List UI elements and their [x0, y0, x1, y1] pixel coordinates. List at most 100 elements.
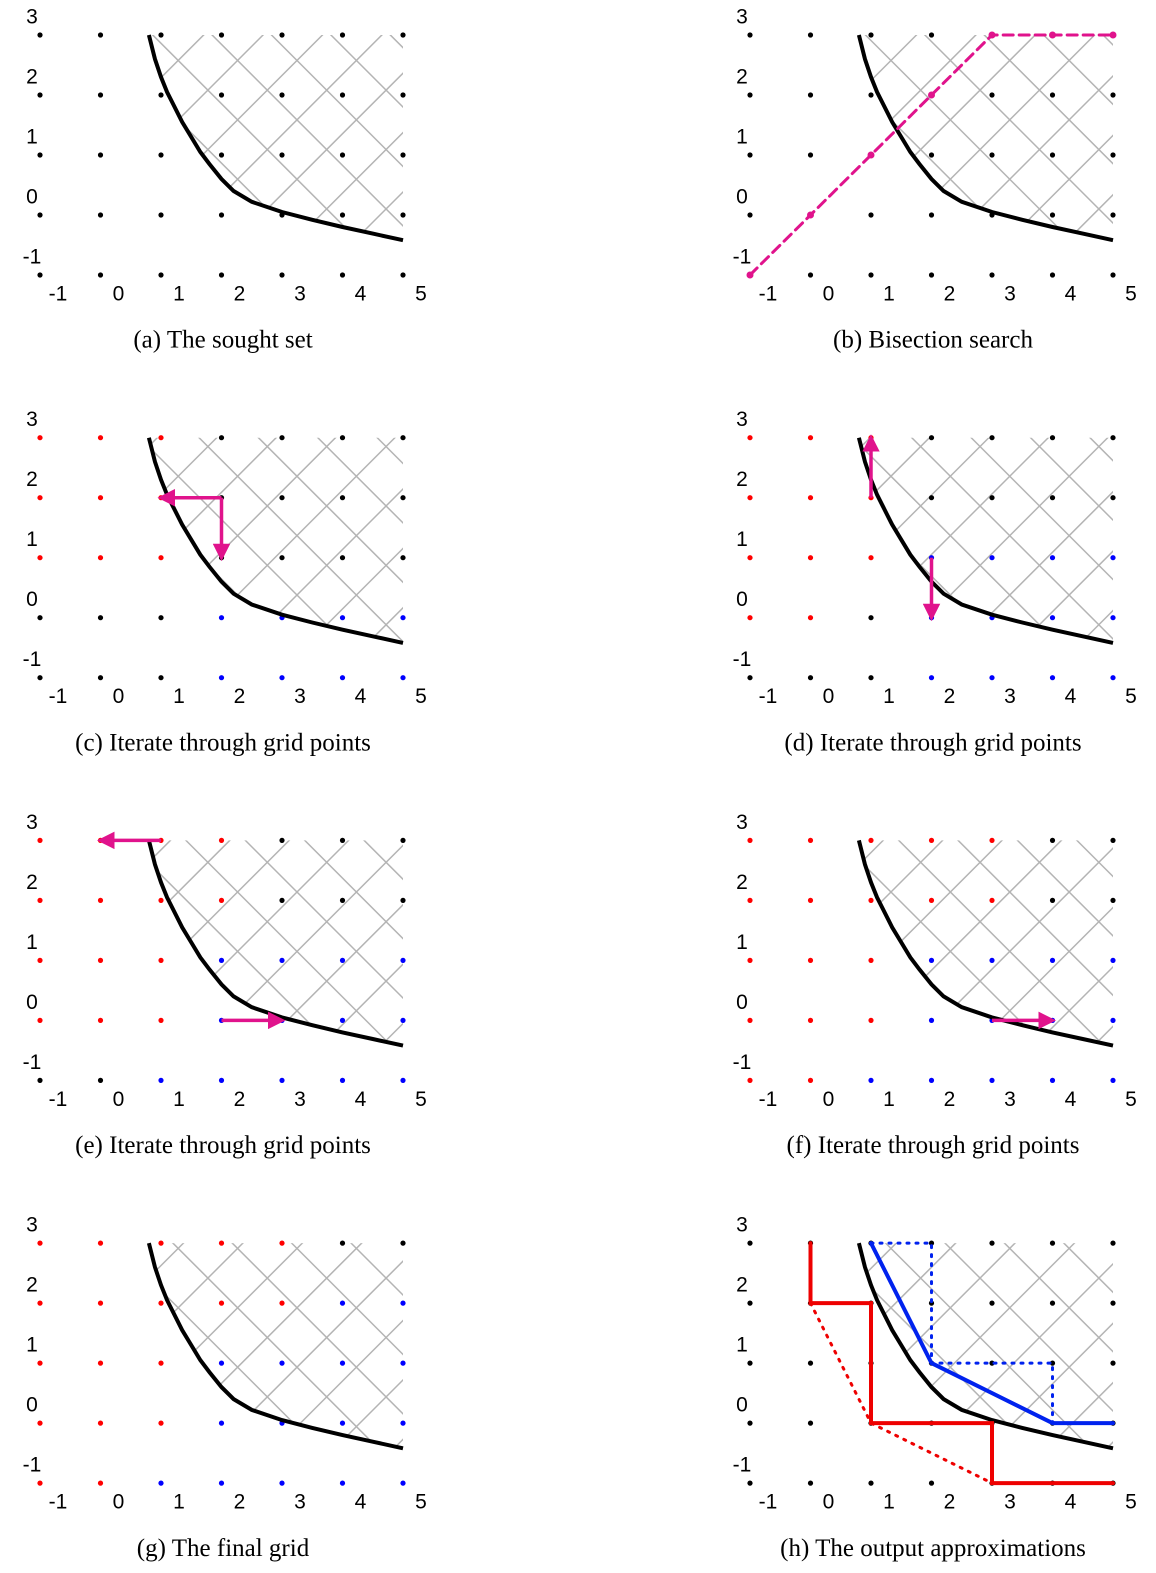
grid-point — [97, 897, 104, 904]
grid-point — [1049, 272, 1056, 278]
grid-point — [339, 1240, 346, 1246]
grid-point — [747, 897, 753, 904]
y-tick-label: 1 — [26, 126, 38, 149]
grid-point — [97, 32, 104, 38]
grid-point — [97, 675, 104, 681]
y-tick-label: 3 — [736, 6, 748, 29]
y-tick-label: -1 — [733, 246, 752, 269]
grid-point — [1110, 675, 1116, 681]
grid-point — [279, 32, 285, 38]
grid-point — [218, 152, 225, 158]
grid-point — [1049, 837, 1056, 844]
grid-point — [158, 32, 164, 38]
caption: (b) Bisection search — [833, 327, 1033, 354]
grid-point — [339, 615, 346, 621]
grid-point — [339, 152, 346, 158]
grid-point — [218, 435, 225, 441]
x-tick-label: 4 — [1065, 1491, 1077, 1514]
grid-point — [928, 1017, 935, 1024]
grid-point — [989, 92, 995, 98]
search-point — [988, 31, 996, 39]
grid-point — [989, 272, 995, 278]
grid-point — [928, 212, 935, 218]
x-tick-label: 5 — [415, 1088, 427, 1111]
grid-point — [279, 495, 285, 501]
y-tick-label: 3 — [26, 1214, 38, 1237]
grid-point — [279, 555, 285, 561]
grid-point — [218, 957, 225, 964]
grid-point — [400, 32, 406, 38]
grid-point — [1049, 495, 1056, 501]
grid-point — [218, 212, 225, 218]
grid-point — [37, 92, 43, 98]
grid-point — [37, 212, 43, 218]
grid-point — [747, 1420, 753, 1426]
grid-point — [1049, 1360, 1056, 1366]
grid-point — [928, 837, 935, 844]
grid-point — [807, 897, 814, 904]
grid-point — [868, 92, 874, 98]
approx-line — [809, 1301, 994, 1485]
grid-point — [218, 92, 225, 98]
grid-point — [989, 555, 995, 561]
grid-point — [400, 272, 406, 278]
grid-point — [989, 1077, 995, 1083]
y-tick-label: 0 — [26, 588, 38, 611]
y-tick-label: -1 — [23, 1051, 42, 1074]
grid-point — [807, 1360, 814, 1366]
hatched-region — [148, 35, 403, 241]
x-tick-label: 3 — [294, 283, 306, 306]
x-tick-label: 1 — [883, 283, 895, 306]
grid-point — [807, 837, 814, 844]
grid-point — [400, 837, 406, 844]
x-tick-label: 2 — [944, 1088, 956, 1111]
x-tick-label: 1 — [173, 283, 185, 306]
approx-line — [869, 1241, 1115, 1426]
grid-point — [747, 32, 753, 38]
x-tick-label: 3 — [294, 1088, 306, 1111]
search-point — [746, 271, 754, 279]
y-tick-label: 0 — [736, 186, 748, 209]
grid-point — [218, 1077, 225, 1083]
panel: -1 0 1 2 3 4 5 -1 0 1 2 3 (c) Iterate through grid p… — [23, 408, 427, 756]
grid-point — [37, 435, 43, 441]
grid-point — [747, 435, 753, 441]
x-tick-label: 2 — [234, 283, 246, 306]
grid-point — [37, 1420, 43, 1426]
boundary-curve — [856, 34, 1114, 243]
grid-point — [400, 152, 406, 158]
grid-point — [339, 435, 346, 441]
y-tick-label: 1 — [736, 931, 748, 954]
x-tick-label: 4 — [355, 685, 367, 708]
caption: (f) Iterate through grid points — [787, 1132, 1080, 1159]
grid-point — [97, 272, 104, 278]
x-tick-label: 5 — [415, 685, 427, 708]
hatched-region — [858, 1243, 1113, 1449]
x-tick-label: 0 — [823, 1491, 835, 1514]
panel: -1 0 1 2 3 4 5 -1 0 1 2 3 (d) Iterate through grid p… — [733, 408, 1137, 756]
x-tick-label: -1 — [49, 283, 68, 306]
x-tick-label: 1 — [173, 1491, 185, 1514]
grid-point — [218, 1240, 225, 1246]
x-tick-label: 2 — [944, 1491, 956, 1514]
x-tick-label: 0 — [113, 283, 125, 306]
y-tick-label: 2 — [26, 468, 38, 491]
grid-point — [928, 897, 935, 904]
grid-point — [339, 675, 346, 681]
grid-point — [868, 837, 874, 844]
grid-point — [868, 957, 874, 964]
grid-point — [400, 1240, 406, 1246]
x-tick-label: 4 — [1065, 1088, 1077, 1111]
hatched-region — [148, 1243, 403, 1449]
x-tick-label: 5 — [415, 283, 427, 306]
grid-point — [158, 957, 164, 964]
hatched-region — [858, 437, 1113, 643]
grid-point — [1049, 897, 1056, 904]
grid-point — [400, 1420, 406, 1426]
grid-point — [1049, 555, 1056, 561]
grid-point — [747, 212, 753, 218]
y-tick-label: 3 — [736, 1214, 748, 1237]
grid-point — [989, 152, 995, 158]
search-point — [807, 211, 814, 219]
hatched-region — [148, 840, 403, 1046]
